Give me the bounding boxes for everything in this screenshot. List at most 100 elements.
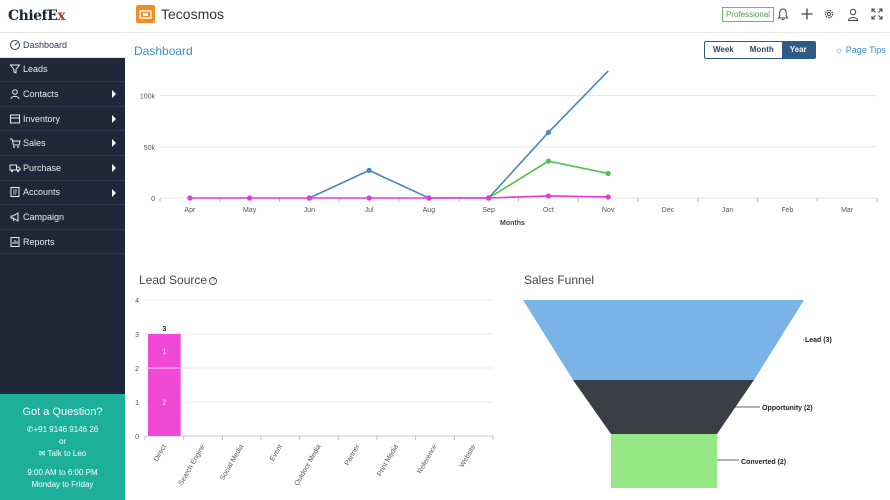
plus-icon[interactable] [800, 7, 814, 21]
sidebar-item-label: Reports [23, 236, 55, 247]
range-tab-year[interactable]: Year [781, 42, 815, 58]
sidebar-item-reports[interactable]: Reports [0, 230, 125, 255]
funnel-stage[interactable] [611, 434, 717, 488]
sidebar-item-leads[interactable]: Leads [0, 58, 125, 83]
sidebar-item-inventory[interactable]: Inventory [0, 107, 125, 132]
series-line [309, 70, 609, 199]
page-tips-link[interactable]: ☼ Page Tips [835, 45, 886, 55]
help-title: Got a Question? [22, 406, 103, 418]
help-or: or [58, 437, 67, 446]
x-tick-label: Jul [365, 207, 374, 214]
user-icon [8, 88, 21, 100]
caret-right-icon[interactable] [112, 188, 116, 197]
sidebar-item-label: Campaign [23, 211, 65, 222]
caret-right-icon[interactable] [112, 90, 116, 99]
range-tab-week[interactable]: Week [713, 45, 734, 54]
series-point[interactable] [486, 195, 492, 201]
help-panel: Got a Question? ✆+91 9146 9146 26 or ✉ T… [0, 394, 125, 500]
user-icon[interactable] [846, 7, 860, 21]
x-tick-label: May [243, 207, 257, 214]
help-hours: 9:00 AM to 6:00 PM [27, 468, 98, 477]
series-point[interactable] [545, 158, 551, 164]
chiefex-logo[interactable]: ChiefEx [8, 8, 66, 24]
sidebar-item-dashboard[interactable]: Dashboard [0, 33, 125, 58]
series-point[interactable] [605, 170, 611, 177]
bar-direct[interactable] [148, 334, 181, 436]
x-tick-label: Reference [417, 443, 439, 475]
megaphone-icon [8, 211, 21, 223]
x-tick-label: Nov [602, 207, 615, 214]
app-name[interactable]: Tecosmos [161, 6, 225, 22]
sidebar-item-label: Sales [23, 138, 46, 149]
x-tick-label: Search Engine [178, 443, 207, 486]
page-tips-label[interactable]: Page Tips [845, 45, 886, 55]
cart-icon [8, 137, 21, 149]
bar-total-label: 3 [162, 326, 166, 333]
x-tick-label: Print Media [376, 443, 400, 477]
page-title: Dashboard [134, 44, 193, 58]
series-point[interactable] [426, 195, 432, 201]
sidebar-item-campaign[interactable]: Campaign [0, 205, 125, 230]
funnel-stage[interactable] [573, 380, 754, 434]
box-icon [8, 113, 21, 125]
sidebar-nav: Dashboard Leads Contacts Inventory Sales Purc… [0, 33, 125, 255]
series-point[interactable] [187, 195, 193, 201]
expand-icon[interactable] [870, 7, 884, 21]
logo-box[interactable]: ChiefEx [0, 0, 125, 33]
series-point[interactable] [366, 167, 372, 173]
series-point[interactable] [605, 194, 611, 200]
caret-right-icon[interactable] [112, 139, 116, 148]
range-selector: Week Month Year [704, 41, 816, 59]
chat-icon: ✉ [38, 449, 48, 458]
series-line [189, 195, 609, 199]
bell-icon[interactable] [776, 7, 790, 21]
series-point[interactable] [545, 193, 551, 199]
sidebar-item-label: Inventory [23, 113, 61, 124]
lead-source-title: Lead Source? [139, 273, 218, 287]
app-icon[interactable] [136, 5, 155, 23]
sidebar-item-sales[interactable]: Sales [0, 131, 125, 156]
x-tick-label: Sep [482, 207, 495, 214]
y-tick-label: 100k [140, 94, 156, 101]
sidebar-item-label: Accounts [23, 187, 61, 198]
series-point[interactable] [545, 129, 551, 136]
revenue-line-chart: 0 50k 100k Apr May Jun Jul Aug Sep Oct Nov Dec Jan Fe… [140, 70, 878, 227]
x-tick-label: Apr [184, 207, 196, 214]
series-point[interactable] [306, 195, 312, 201]
sidebar-item-label: Contacts [23, 88, 59, 99]
lead-source-label: Lead Source [139, 273, 208, 287]
series-point[interactable] [247, 195, 253, 201]
sidebar-item-purchase[interactable]: Purchase [0, 156, 125, 181]
help-days: Monday to Friday [31, 480, 94, 489]
range-tab-month[interactable]: Month [749, 45, 774, 54]
sidebar-item-contacts[interactable]: Contacts [0, 82, 125, 107]
series-point[interactable] [366, 195, 372, 201]
dashboard-icon [8, 39, 21, 51]
sidebar-item-accounts[interactable]: Accounts [0, 181, 125, 206]
y-tick-label: 2 [135, 366, 139, 373]
x-tick-label: Aug [423, 207, 436, 214]
caret-right-icon[interactable] [112, 114, 116, 123]
plan-badge[interactable]: Professional [722, 7, 775, 22]
help-phone-row[interactable]: ✆+91 9146 9146 26 [0, 424, 125, 436]
series-line [488, 160, 609, 199]
x-tick-label: Direct [153, 443, 168, 462]
caret-right-icon[interactable] [112, 163, 116, 172]
x-tick-label: Social Media [219, 443, 245, 481]
funnel-stage[interactable] [523, 300, 804, 380]
sidebar-item-label: Leads [23, 64, 48, 75]
sales-funnel-title: Sales Funnel [524, 273, 595, 287]
sidebar-item-label: Dashboard [23, 39, 68, 50]
help-chat-row[interactable]: ✉ Talk to Leo [0, 448, 125, 460]
y-tick-label: 50k [144, 145, 156, 152]
sales-funnel-chart: Lead (3) Opportunity (2) Converted (2) [523, 300, 832, 488]
help-chat[interactable]: Talk to Leo [47, 449, 87, 458]
truck-icon [8, 162, 21, 174]
x-axis-title: Months [500, 220, 525, 227]
help-phone[interactable]: +91 9146 9146 26 [33, 425, 99, 434]
x-tick-label: Jun [304, 207, 315, 214]
question-icon[interactable]: ? [209, 276, 218, 285]
x-tick-label: Jan [722, 207, 733, 214]
x-tick-label: Partner [344, 443, 362, 467]
gear-icon[interactable] [822, 7, 836, 21]
